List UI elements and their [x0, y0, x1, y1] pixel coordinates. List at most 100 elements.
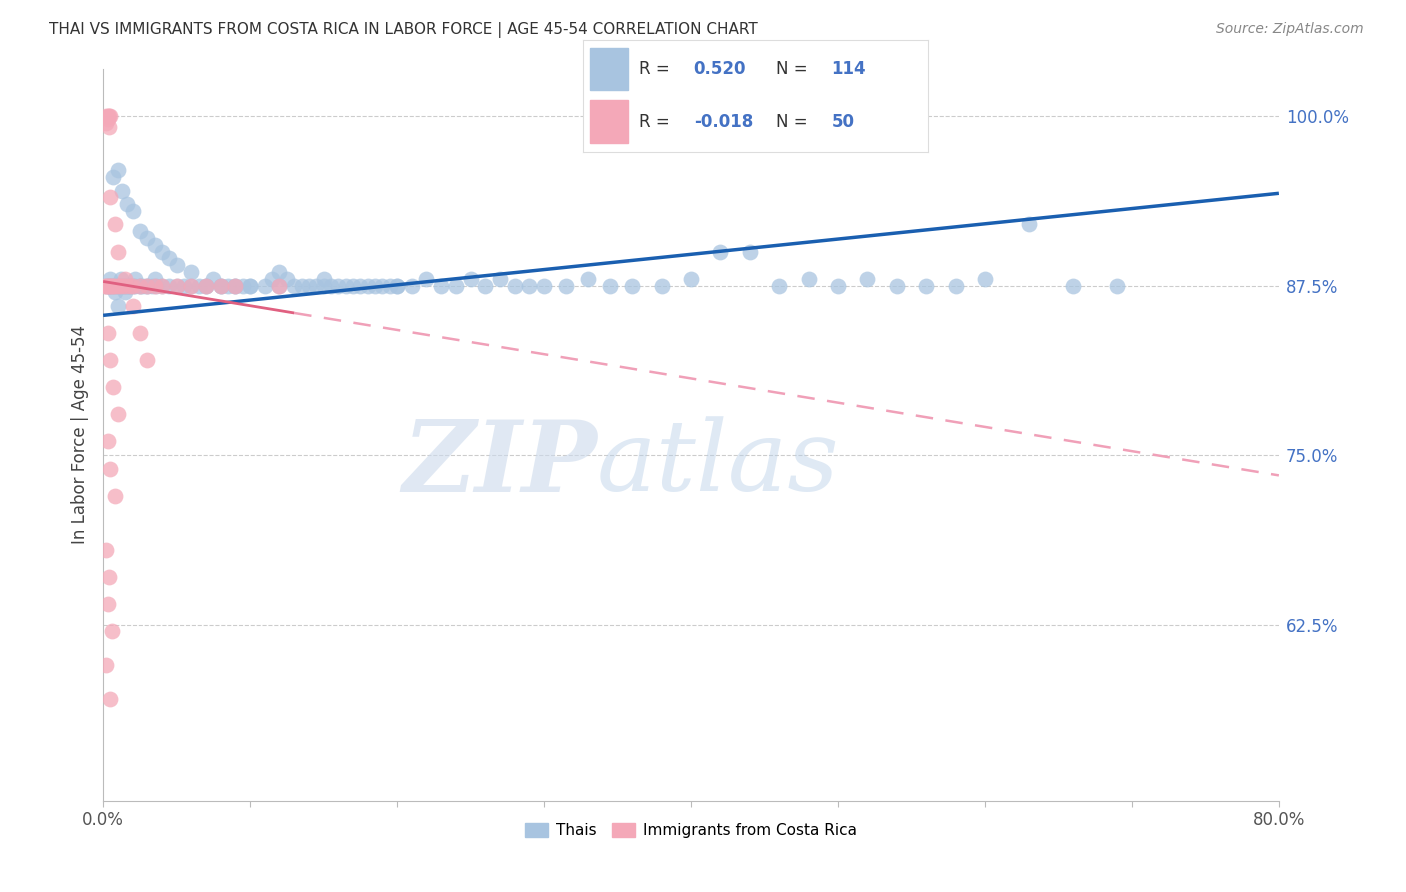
Point: [328, 278, 350, 293]
Text: 0.520: 0.520: [693, 60, 747, 78]
Point: [202, 271, 225, 285]
Text: R =: R =: [638, 112, 675, 130]
Point: [385, 278, 408, 293]
Point: [166, 278, 188, 293]
Point: [768, 278, 790, 293]
Point: [96, 278, 118, 293]
Point: [342, 278, 364, 293]
Point: [312, 271, 335, 285]
Point: [886, 278, 908, 293]
Point: [738, 244, 761, 259]
Point: [118, 278, 141, 293]
Point: [364, 278, 387, 293]
Point: [107, 244, 129, 259]
Point: [945, 278, 967, 293]
Point: [827, 278, 849, 293]
Point: [111, 184, 134, 198]
Point: [103, 278, 125, 293]
Point: [112, 278, 135, 293]
Text: N =: N =: [776, 60, 813, 78]
Point: [312, 278, 335, 293]
Point: [709, 244, 731, 259]
Point: [797, 271, 820, 285]
Point: [157, 252, 180, 266]
Point: [111, 278, 134, 293]
Point: [166, 278, 188, 293]
Point: [145, 278, 167, 293]
Point: [335, 278, 357, 293]
Point: [269, 278, 291, 293]
Point: [385, 278, 408, 293]
Text: atlas: atlas: [598, 417, 839, 512]
Point: [103, 278, 125, 293]
Point: [114, 278, 136, 293]
Point: [269, 278, 291, 293]
Point: [94, 109, 117, 123]
Point: [430, 278, 453, 293]
Point: [180, 278, 202, 293]
Point: [104, 285, 127, 300]
Point: [121, 278, 143, 293]
Point: [101, 278, 124, 293]
Point: [150, 278, 173, 293]
Point: [98, 278, 121, 293]
Point: [117, 278, 139, 293]
Point: [104, 278, 127, 293]
Point: [121, 299, 143, 313]
Point: [100, 353, 122, 368]
Point: [136, 353, 159, 368]
Point: [128, 278, 150, 293]
Point: [96, 597, 118, 611]
Point: [143, 237, 166, 252]
Point: [444, 278, 467, 293]
Point: [136, 278, 159, 293]
Point: [100, 278, 122, 293]
Point: [105, 278, 128, 293]
Point: [217, 278, 239, 293]
Point: [239, 278, 262, 293]
Legend: Thais, Immigrants from Costa Rica: Thais, Immigrants from Costa Rica: [519, 817, 863, 845]
Point: [100, 278, 122, 293]
Point: [104, 278, 127, 293]
Point: [136, 278, 159, 293]
Point: [118, 278, 141, 293]
FancyBboxPatch shape: [591, 101, 628, 143]
Point: [103, 380, 125, 394]
Point: [128, 224, 150, 238]
Point: [108, 278, 131, 293]
Point: [115, 197, 138, 211]
Point: [103, 169, 125, 184]
Point: [101, 278, 124, 293]
Point: [378, 278, 401, 293]
Point: [173, 278, 195, 293]
Point: [104, 218, 127, 232]
Point: [349, 278, 371, 293]
Point: [357, 278, 380, 293]
Point: [1018, 218, 1040, 232]
Point: [128, 278, 150, 293]
Point: [107, 278, 129, 293]
Point: [136, 278, 159, 293]
Point: [1107, 278, 1129, 293]
Text: -0.018: -0.018: [693, 112, 754, 130]
Point: [180, 278, 202, 293]
Point: [180, 265, 202, 279]
Point: [94, 278, 117, 293]
Point: [555, 278, 578, 293]
Y-axis label: In Labor Force | Age 45-54: In Labor Force | Age 45-54: [72, 326, 89, 544]
Point: [224, 278, 246, 293]
Text: 50: 50: [831, 112, 855, 130]
Point: [1062, 278, 1084, 293]
Point: [107, 299, 129, 313]
Point: [232, 278, 254, 293]
Point: [415, 271, 437, 285]
Point: [290, 278, 312, 293]
Point: [121, 203, 143, 218]
Point: [124, 278, 146, 293]
Text: Source: ZipAtlas.com: Source: ZipAtlas.com: [1216, 22, 1364, 37]
Point: [107, 163, 129, 178]
Point: [143, 271, 166, 285]
Point: [94, 116, 117, 130]
Point: [100, 190, 122, 204]
Point: [98, 120, 121, 134]
